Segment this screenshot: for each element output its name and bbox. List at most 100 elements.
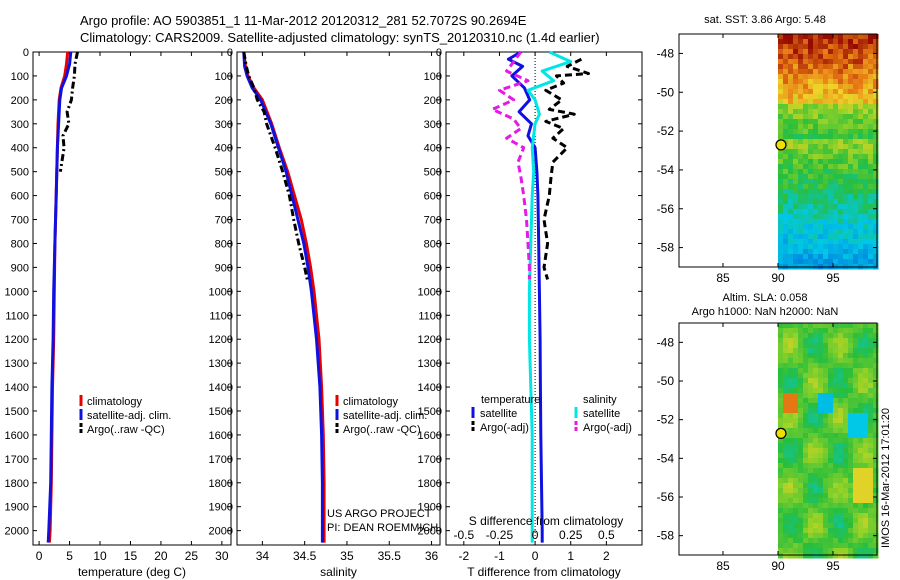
heatmap-cell (823, 393, 829, 399)
heatmap-cell (808, 44, 814, 50)
heatmap-cell (848, 423, 854, 429)
heatmap-cell (848, 413, 854, 419)
heatmap-cell (833, 224, 839, 230)
legend-label: Argo(-adj) (480, 422, 529, 434)
heatmap-cell (863, 254, 869, 260)
heatmap-cell (853, 214, 859, 220)
heatmap-cell (848, 363, 854, 369)
series-line-differences-s-satellite (526, 50, 573, 543)
heatmap-cell (818, 194, 824, 200)
heatmap-cell (818, 513, 824, 519)
heatmap-cell (848, 428, 854, 434)
heatmap-cell (828, 428, 834, 434)
heatmap-cell (848, 403, 854, 409)
heatmap-cell (788, 44, 794, 50)
heatmap-cell (863, 99, 869, 105)
heatmap-cell (808, 164, 814, 170)
heatmap-cell (818, 508, 824, 514)
heatmap-cell (843, 144, 849, 150)
heatmap-cell (853, 234, 859, 240)
heatmap-cell (778, 44, 784, 50)
heatmap-cell (843, 418, 849, 424)
heatmap-cell (778, 124, 784, 130)
figure-title-line-2: Climatology: CARS2009. Satellite-adjuste… (80, 30, 600, 45)
heatmap-cell (793, 453, 799, 459)
heatmap-cell (803, 174, 809, 180)
heatmap-cell (873, 323, 879, 329)
heatmap-cell (803, 323, 809, 329)
heatmap-cell (838, 408, 844, 414)
heatmap-cell (863, 378, 869, 384)
heatmap-cell (798, 418, 804, 424)
heatmap-cell (833, 229, 839, 235)
heatmap-cell (798, 363, 804, 369)
heatmap-cell (803, 388, 809, 394)
heatmap-cell (813, 94, 819, 100)
heatmap-cell (788, 543, 794, 549)
heatmap-cell (798, 229, 804, 235)
heatmap-cell (808, 54, 814, 60)
heatmap-cell (848, 154, 854, 160)
heatmap-cell (873, 34, 879, 40)
heatmap-cell (778, 109, 784, 115)
series-line-differences-t-argo-adj- (542, 57, 590, 280)
heatmap-cell (848, 134, 854, 140)
heatmap-cell (828, 383, 834, 389)
heatmap-cell (798, 488, 804, 494)
heatmap-cell (833, 333, 839, 339)
heatmap-cell (798, 348, 804, 354)
heatmap-cell (803, 219, 809, 225)
heatmap-cell (778, 508, 784, 514)
heatmap-cell (788, 538, 794, 544)
heatmap-cell (858, 254, 864, 260)
heatmap-cell (778, 483, 784, 489)
heatmap-cell (843, 528, 849, 534)
heatmap-cell (838, 39, 844, 45)
legend-title-temperature: temperature (481, 394, 540, 406)
heatmap-cell (828, 403, 834, 409)
depth-tick-label: 400 (11, 143, 29, 155)
heatmap-cell (788, 498, 794, 504)
heatmap-cell (798, 408, 804, 414)
heatmap-cell (798, 39, 804, 45)
depth-tick-label: 300 (11, 119, 29, 131)
heatmap-cell (823, 468, 829, 474)
heatmap-cell (783, 323, 789, 329)
heatmap-cell (793, 39, 799, 45)
heatmap-cell (863, 139, 869, 145)
heatmap-cell (843, 109, 849, 115)
heatmap-cell (818, 149, 824, 155)
heatmap-cell (813, 423, 819, 429)
heatmap-cell (818, 533, 824, 539)
heatmap-cell (783, 194, 789, 200)
depth-tick-label: 300 (424, 119, 442, 131)
heatmap-cell (828, 328, 834, 334)
heatmap-cell (778, 328, 784, 334)
heatmap-cell (833, 119, 839, 125)
heatmap-cell (788, 144, 794, 150)
heatmap-cell (783, 114, 789, 120)
heatmap-cell (843, 149, 849, 155)
heatmap-cell (833, 458, 839, 464)
heatmap-cell (783, 373, 789, 379)
heatmap-cell (843, 468, 849, 474)
heatmap-cell (778, 533, 784, 539)
heatmap-cell (858, 323, 864, 329)
heatmap-cell (808, 214, 814, 220)
heatmap-cell (778, 149, 784, 155)
heatmap-cell (788, 448, 794, 454)
heatmap-cell (873, 448, 879, 454)
heatmap-cell (848, 104, 854, 110)
heatmap-cell (848, 234, 854, 240)
heatmap-cell (808, 179, 814, 185)
heatmap-cell (828, 34, 834, 40)
heatmap-cell (843, 44, 849, 50)
depth-tick-label: 200 (11, 95, 29, 107)
heatmap-cell (808, 543, 814, 549)
heatmap-cell (803, 204, 809, 210)
heatmap-cell (793, 169, 799, 175)
heatmap-cell (828, 139, 834, 145)
heatmap-cell (808, 159, 814, 165)
heatmap-cell (863, 333, 869, 339)
heatmap-cell (843, 488, 849, 494)
